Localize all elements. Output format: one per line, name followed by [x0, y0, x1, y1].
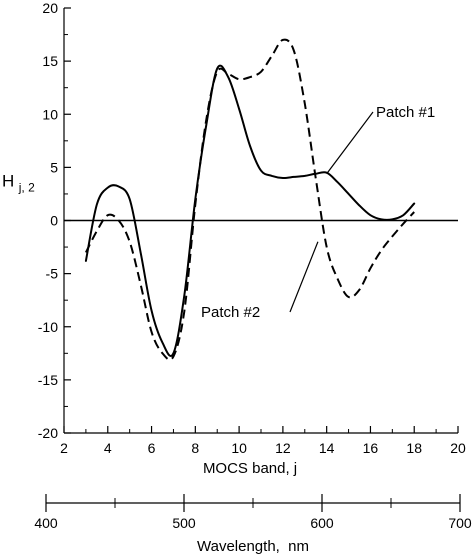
- x-tick-label: 12: [275, 440, 291, 456]
- y-tick-label: -20: [38, 425, 58, 441]
- y-tick-label: 5: [50, 159, 58, 175]
- y-tick-label: 15: [42, 53, 58, 69]
- annotation-layer: Patch #1 Patch #2: [201, 104, 435, 321]
- y-tick-label: -10: [38, 319, 58, 335]
- patch-2-leader-line: [289, 241, 319, 313]
- wavelength-tick-label: 600: [310, 515, 334, 531]
- x-tick-label: 20: [450, 440, 466, 456]
- y-tick-label: 10: [42, 106, 58, 122]
- y-tick-label: 20: [42, 0, 58, 16]
- x-tick-label: 10: [231, 440, 247, 456]
- x-tick-label: 8: [191, 440, 199, 456]
- wavelength-tick-label: 400: [34, 515, 58, 531]
- y-axis-title: H j, 2: [2, 172, 35, 195]
- x-tick-label: 16: [363, 440, 379, 456]
- patch-2-label: Patch #2: [201, 304, 260, 321]
- x-tick-label: 2: [60, 440, 68, 456]
- y-tick-label: -5: [46, 266, 59, 282]
- series-patch-1-line: [84, 64, 416, 358]
- y-axis-title-main: H: [2, 172, 14, 191]
- series-layer: [84, 38, 416, 361]
- x-tick-label: 4: [104, 440, 112, 456]
- y-tick-label: 0: [50, 213, 58, 229]
- x-tick-label: 6: [148, 440, 156, 456]
- x-tick-label: 18: [406, 440, 422, 456]
- wavelength-tick-label: 700: [448, 515, 472, 531]
- patch-1-label: Patch #1: [376, 104, 435, 121]
- axes-layer: [46, 8, 460, 504]
- ticks-layer: 20 15 10 5 0 -5 -10 -15 -202 4 6 8 10 12 14 16 18 20 400 50…: [34, 0, 472, 531]
- y-axis-title-sub: j, 2: [18, 181, 35, 195]
- x-tick-label: 14: [319, 440, 335, 456]
- x-axis-title: MOCS band, j: [203, 460, 297, 477]
- wavelength-tick-label: 500: [172, 515, 196, 531]
- patch-1-leader-line: [326, 111, 374, 175]
- series-patch-2-line: [85, 38, 415, 361]
- wavelength-axis-title: Wavelength, nm: [197, 538, 309, 555]
- y-tick-label: -15: [38, 372, 58, 388]
